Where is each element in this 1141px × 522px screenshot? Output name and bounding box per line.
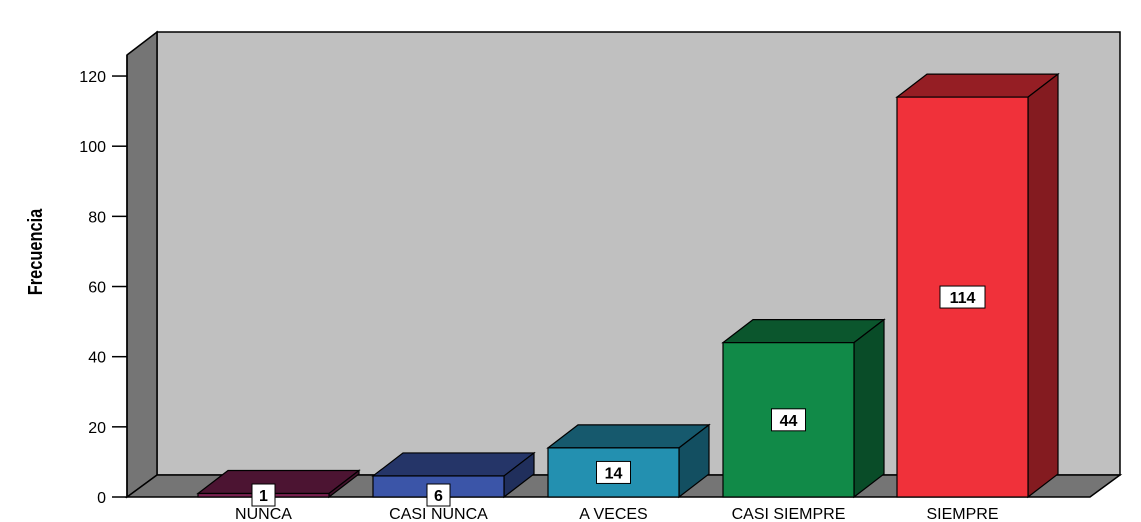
data-label: 44 xyxy=(780,413,798,430)
data-label: 14 xyxy=(605,465,623,482)
bar: 1 xyxy=(196,469,361,507)
y-tick-label: 60 xyxy=(88,280,106,297)
x-axis: NUNCA CASI NUNCA A VECES CASI SIEMPRE SIEMPR… xyxy=(235,506,998,522)
data-label-box xyxy=(939,285,986,309)
data-label-box xyxy=(771,408,806,432)
bar: 44 xyxy=(721,318,886,499)
x-category-label: SIEMPRE xyxy=(926,506,998,522)
y-tick-label: 40 xyxy=(88,350,106,367)
x-category-label: CASI NUNCA xyxy=(389,506,488,522)
data-label-box xyxy=(596,460,631,484)
data-label: 114 xyxy=(950,290,976,307)
bar: 14 xyxy=(546,423,711,499)
y-tick-label: 0 xyxy=(97,490,106,507)
x-category-label: A VECES xyxy=(579,506,647,522)
data-label: 1 xyxy=(259,488,268,505)
y-axis-label: Frecuencia xyxy=(23,208,46,295)
y-tick-label: 100 xyxy=(79,139,106,156)
x-category-label: CASI SIEMPRE xyxy=(732,506,846,522)
chart-side-wall xyxy=(126,30,158,499)
y-axis: 0 20 40 60 80 100 120 xyxy=(79,55,128,507)
bar-side-face xyxy=(853,318,885,499)
y-tick-label: 80 xyxy=(88,209,106,226)
y-tick-label: 20 xyxy=(88,420,106,437)
x-category-label: NUNCA xyxy=(235,506,292,522)
y-tick-label: 120 xyxy=(79,69,106,86)
bar: 114 xyxy=(895,72,1060,499)
data-label-box xyxy=(426,483,451,507)
data-label: 6 xyxy=(434,488,443,505)
bar-side-face xyxy=(1027,72,1059,499)
bars: 1 6 14 44 114 xyxy=(196,72,1060,507)
data-label-box xyxy=(251,483,276,507)
bar: 6 xyxy=(371,451,536,507)
